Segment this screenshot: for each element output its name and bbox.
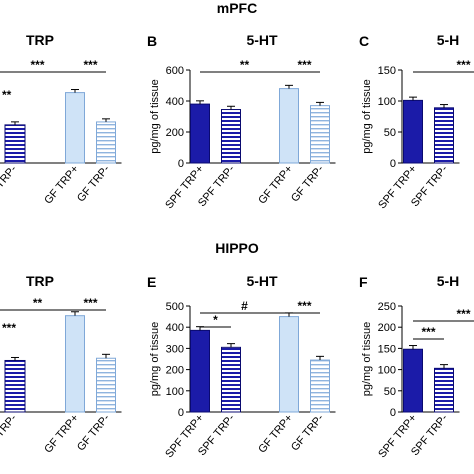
- y-tick-label: 100: [378, 365, 396, 377]
- bar: [279, 88, 299, 164]
- bar: [221, 346, 241, 413]
- x-category-label: GF TRP-: [289, 412, 327, 454]
- y-tick-label: 250: [378, 301, 396, 313]
- x-category-label: GF TRP+: [42, 412, 81, 455]
- y-tick-label: 0: [178, 158, 184, 170]
- y-tick-label: 500: [166, 301, 184, 313]
- bar: [221, 109, 241, 164]
- significance-label: **: [33, 296, 43, 310]
- significance-label: ***: [456, 58, 470, 72]
- bar: [65, 92, 85, 164]
- section-title-hippo: HIPPO: [215, 240, 259, 256]
- panel-letter: C: [359, 33, 369, 49]
- significance-label: ***: [456, 307, 470, 321]
- y-tick-label: 0: [178, 407, 184, 419]
- significance-label: ***: [83, 296, 97, 310]
- y-tick-label: 150: [378, 65, 396, 77]
- significance-label: ***: [297, 299, 311, 313]
- significance-label: *: [213, 313, 218, 327]
- panel-title: 5-H: [437, 273, 460, 289]
- y-axis-label: pg/mg of tissue: [149, 79, 161, 154]
- y-tick-label: 0: [390, 407, 396, 419]
- significance-label: ***: [83, 58, 97, 72]
- x-category-label: TRP-: [0, 163, 20, 191]
- y-tick-label: 300: [166, 343, 184, 355]
- x-category-label: GF TRP+: [42, 163, 81, 206]
- x-category-label: GF TRP-: [75, 163, 113, 205]
- y-tick-label: 100: [166, 386, 184, 398]
- panel-title: 5-H: [437, 32, 460, 48]
- bar: [310, 359, 330, 413]
- y-tick-label: 200: [166, 127, 184, 139]
- y-axis-label: pg/mg of tissue: [149, 322, 161, 397]
- y-tick-label: 50: [384, 127, 396, 139]
- y-tick-label: 150: [378, 343, 396, 355]
- significance-label: ***: [30, 58, 44, 72]
- panel-letter: E: [147, 274, 156, 290]
- panel-title: TRP: [26, 32, 54, 48]
- section-title-mpfc: mPFC: [217, 0, 257, 16]
- significance-label: #: [241, 299, 248, 313]
- significance-label: **: [2, 88, 12, 102]
- bar: [403, 348, 423, 413]
- y-axis-label: pg/mg of tissue: [361, 79, 373, 154]
- y-tick-label: 400: [166, 322, 184, 334]
- x-category-label: GF TRP-: [289, 163, 327, 205]
- significance-label: ***: [421, 325, 435, 339]
- y-tick-label: 400: [166, 96, 184, 108]
- y-tick-label: 200: [166, 365, 184, 377]
- y-tick-label: 100: [378, 96, 396, 108]
- panel-letter: B: [147, 33, 157, 49]
- bar-partial: [4, 124, 26, 164]
- bar: [65, 315, 85, 413]
- y-axis-label: pg/mg of tissue: [361, 322, 373, 397]
- bar: [190, 103, 210, 164]
- panel-title: 5-HT: [246, 273, 278, 289]
- significance-label: ***: [2, 321, 16, 335]
- bar-partial: [4, 359, 26, 413]
- significance-label: ***: [297, 58, 311, 72]
- bar: [279, 316, 299, 413]
- y-tick-label: 600: [166, 65, 184, 77]
- x-category-label: GF TRP-: [75, 412, 113, 454]
- bar: [434, 107, 454, 164]
- x-category-label: GF TRP+: [256, 412, 295, 455]
- x-category-label: GF TRP+: [256, 163, 295, 206]
- bar: [96, 357, 116, 413]
- y-tick-label: 0: [390, 158, 396, 170]
- y-tick-label: 200: [378, 322, 396, 334]
- bar: [190, 329, 210, 413]
- x-category-label: TRP-: [0, 412, 20, 440]
- bar: [403, 99, 423, 164]
- y-tick-label: 50: [384, 386, 396, 398]
- panel-letter: F: [359, 274, 368, 290]
- panel-title: TRP: [26, 273, 54, 289]
- bar: [434, 367, 454, 413]
- bar: [96, 121, 116, 164]
- significance-label: **: [240, 58, 250, 72]
- panel-title: 5-HT: [246, 32, 278, 48]
- bar: [310, 105, 330, 164]
